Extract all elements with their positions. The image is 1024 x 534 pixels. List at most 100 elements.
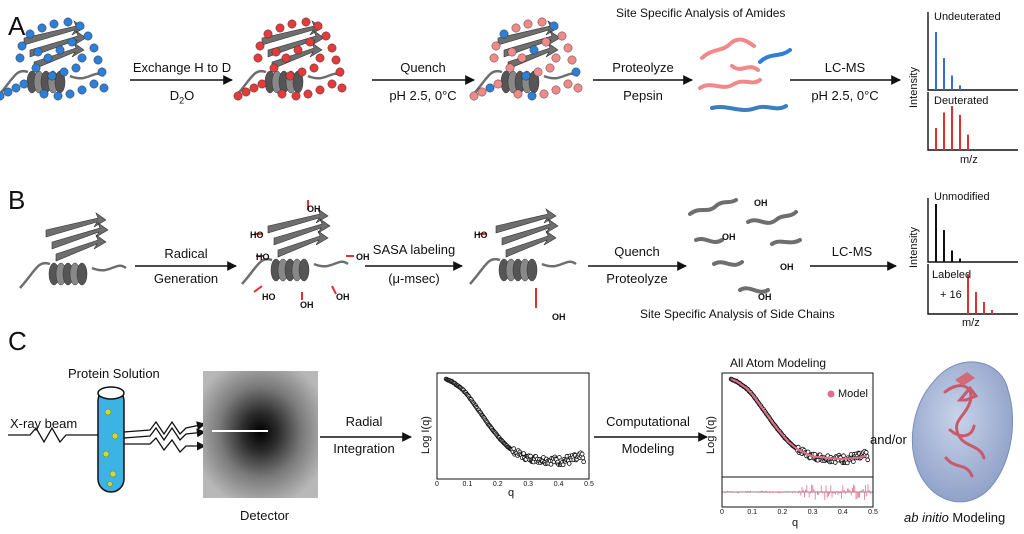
atom-bead xyxy=(507,47,517,57)
b-step1-bottom: Generation xyxy=(153,271,219,286)
x-tick-label: 0 xyxy=(720,509,724,516)
x-tick-label: 0.3 xyxy=(523,481,534,488)
spectrum-b-bottom-label: Labeled xyxy=(932,269,972,281)
atom-bead xyxy=(493,79,503,89)
atom-bead xyxy=(71,63,81,73)
atom-bead xyxy=(15,53,25,63)
peptide-fragment xyxy=(698,78,762,90)
atom-bead xyxy=(545,63,555,73)
atom-bead xyxy=(469,91,479,101)
atom-bead xyxy=(301,17,311,27)
atom-bead xyxy=(305,37,315,47)
atom-bead xyxy=(563,79,573,89)
peptide-fragment xyxy=(700,37,756,60)
saxs-point xyxy=(579,451,585,457)
oh-label: OH xyxy=(780,262,794,272)
atom-bead xyxy=(39,89,49,99)
helix-turn xyxy=(298,258,310,282)
atom-bead xyxy=(303,89,313,99)
a-step3-bottom: Pepsin xyxy=(623,88,663,103)
and-or-label: and/or xyxy=(870,432,907,447)
atom-bead xyxy=(287,19,297,29)
atom-bead xyxy=(291,91,301,101)
spectrum-a-ylabel: Intensity xyxy=(908,67,920,108)
saxs-point xyxy=(557,455,562,460)
atom-bead xyxy=(567,55,577,65)
b-step3-top: Quench xyxy=(614,244,660,259)
atom-bead xyxy=(563,43,573,53)
atom-bead xyxy=(321,31,331,41)
a-step1-bottom: D2O xyxy=(169,88,195,106)
x-tick-label: 0.1 xyxy=(462,481,473,488)
atom-bead xyxy=(573,83,583,93)
spectrum-b-xlabel: m/z xyxy=(962,317,980,329)
spectrum-b-axes xyxy=(927,198,1018,315)
peptide-fragment xyxy=(746,210,798,225)
oh-label: OH xyxy=(300,300,314,310)
x-tick-label: 0.5 xyxy=(868,509,878,516)
atom-bead xyxy=(485,83,495,93)
b-step4-top: LC-MS xyxy=(831,244,873,259)
spectrum-a-xlabel: m/z xyxy=(960,154,978,166)
atom-bead xyxy=(505,63,515,73)
atom-bead xyxy=(491,41,501,51)
ab-initio-label: ab initio Modeling xyxy=(904,510,1006,525)
atom-bead xyxy=(19,79,29,89)
panel-a-letter: A xyxy=(8,11,26,41)
beta-strand xyxy=(277,230,329,258)
beta-strand xyxy=(33,42,85,70)
atom-bead xyxy=(269,63,279,73)
spectrum-a-peaks xyxy=(935,32,969,150)
b-step2-bottom: (μ-msec) xyxy=(388,271,440,286)
a-step1-top: Exchange H to D xyxy=(132,60,232,75)
atom-bead xyxy=(293,45,303,55)
atom-bead xyxy=(49,19,59,29)
model-curve xyxy=(730,378,868,461)
beta-strand xyxy=(261,20,323,46)
beta-strand xyxy=(505,230,557,258)
protein-b1-cartoon xyxy=(19,212,127,289)
oh-label: HO xyxy=(262,292,276,302)
residuals xyxy=(723,484,871,500)
saxs-point xyxy=(511,446,517,451)
atom-bead xyxy=(489,53,499,63)
atom-bead xyxy=(241,87,251,97)
peptide-fragment xyxy=(738,286,770,294)
atom-bead xyxy=(99,83,109,93)
beta-strand xyxy=(271,42,323,70)
helix-turn xyxy=(526,258,538,282)
peptide-fragments-b xyxy=(688,198,802,294)
atom-bead xyxy=(97,67,107,77)
panel-b-letter: B xyxy=(8,185,26,215)
spectrum-b-top-label: Unmodified xyxy=(934,191,990,203)
a-step2-bottom: pH 2.5, 0°C xyxy=(389,88,457,103)
saxs-point xyxy=(863,450,869,455)
oh-label: HO xyxy=(474,230,488,240)
atom-bead xyxy=(527,91,537,101)
protein-b2-cartoon xyxy=(241,200,354,300)
oh-stick xyxy=(253,285,263,293)
loop xyxy=(19,261,127,289)
beta-strand xyxy=(495,208,557,234)
x-tick-label: 0.4 xyxy=(553,481,564,488)
oh-label: OH xyxy=(356,252,370,262)
b-step3-bottom: Proteolyze xyxy=(606,271,668,286)
a-step4-top: LC-MS xyxy=(824,60,866,75)
x-tick-label: 0.2 xyxy=(492,481,503,488)
atom-bead xyxy=(75,21,85,31)
beta-strand xyxy=(267,208,329,234)
saxs2-ylabel: Log I(q) xyxy=(705,416,717,454)
atom-bead xyxy=(253,53,263,63)
atom-bead xyxy=(77,85,87,95)
atom-bead xyxy=(315,53,325,63)
ab-initio-envelope xyxy=(912,361,1014,503)
xray-beam-lines xyxy=(8,420,206,454)
saxs-plot-1-axes xyxy=(436,372,590,480)
modeling-title: All Atom Modeling xyxy=(730,356,827,370)
loop xyxy=(469,257,577,285)
beta-strand xyxy=(51,222,109,250)
atom-bead xyxy=(529,45,539,55)
atom-bead xyxy=(83,31,93,41)
atom-bead xyxy=(47,71,57,81)
